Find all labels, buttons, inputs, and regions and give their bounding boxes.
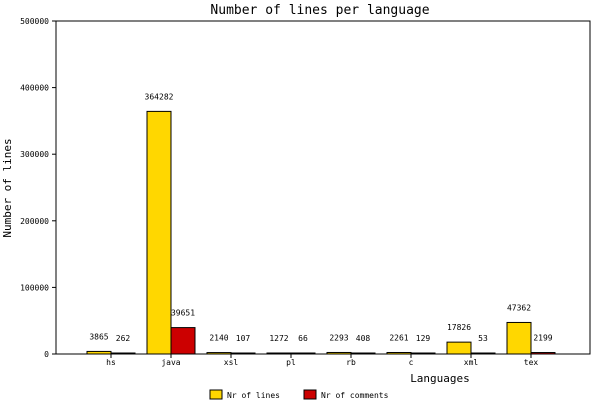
y-tick-label: 200000 xyxy=(20,217,49,226)
bar-lines-java xyxy=(146,110,172,355)
legend: Nr of lines Nr of comments xyxy=(209,389,389,400)
bar-lines-xml xyxy=(446,341,472,355)
x-tick-label-xml: xml xyxy=(464,358,479,367)
plot-frame xyxy=(55,20,591,355)
y-tick-label: 0 xyxy=(44,350,49,359)
legend-label-comments: Nr of comments xyxy=(321,391,389,400)
data-label-lines-xsl: 2140 xyxy=(209,334,228,343)
data-label-comments-java: 39651 xyxy=(171,309,195,318)
data-label-lines-pl: 1272 xyxy=(269,334,288,343)
bar-lines-xsl xyxy=(206,352,232,355)
data-label-lines-c: 2261 xyxy=(389,333,408,342)
data-label-lines-xml: 17826 xyxy=(447,323,471,332)
data-label-lines-rb: 2293 xyxy=(329,333,348,342)
data-label-comments-xsl: 107 xyxy=(236,334,251,343)
bar-comments-tex xyxy=(530,352,556,355)
data-label-comments-rb: 408 xyxy=(356,334,371,343)
y-tick-label: 100000 xyxy=(20,283,49,292)
x-tick-label-pl: pl xyxy=(286,358,296,367)
data-label-comments-hs: 262 xyxy=(116,334,131,343)
data-label-lines-java: 364282 xyxy=(145,92,174,101)
bar-lines-rb xyxy=(326,351,352,355)
bar-comments-hs xyxy=(110,352,136,355)
x-tick-label-tex: tex xyxy=(524,358,539,367)
legend-label-lines: Nr of lines xyxy=(227,391,280,400)
chart-title: Number of lines per language xyxy=(210,3,429,18)
legend-swatch-comments xyxy=(303,389,317,400)
bar-comments-c xyxy=(410,352,436,355)
x-tick-label-rb: rb xyxy=(346,358,356,367)
y-axis-label: Number of lines xyxy=(1,138,14,237)
x-tick-label-hs: hs xyxy=(106,358,116,367)
legend-swatch-lines xyxy=(209,389,223,400)
y-tick-label: 500000 xyxy=(20,17,49,26)
bar-lines-tex xyxy=(506,321,532,355)
bar-lines-c xyxy=(386,351,412,355)
bar-lines-hs xyxy=(86,350,112,355)
x-tick-label-java: java xyxy=(161,358,180,367)
x-tick-label-c: c xyxy=(409,358,414,367)
data-label-comments-c: 129 xyxy=(416,334,431,343)
y-tick-label: 300000 xyxy=(20,150,49,159)
bar-comments-xml xyxy=(470,352,496,355)
data-label-lines-hs: 3865 xyxy=(89,332,108,341)
data-label-lines-tex: 47362 xyxy=(507,303,531,312)
data-label-comments-pl: 66 xyxy=(298,334,308,343)
data-label-comments-tex: 2199 xyxy=(533,334,552,343)
bar-lines-pl xyxy=(266,352,292,355)
y-tick-label: 400000 xyxy=(20,84,49,93)
x-axis-label: Languages xyxy=(410,372,470,385)
x-tick-label-xsl: xsl xyxy=(224,358,239,367)
data-label-comments-xml: 53 xyxy=(478,334,488,343)
bar-comments-pl xyxy=(290,352,316,355)
bar-comments-xsl xyxy=(230,352,256,355)
bar-comments-java xyxy=(170,327,196,355)
bar-comments-rb xyxy=(350,352,376,355)
plot-area: 0 100000 200000 300000 400000 500000 3865 262 hs… xyxy=(20,17,591,367)
